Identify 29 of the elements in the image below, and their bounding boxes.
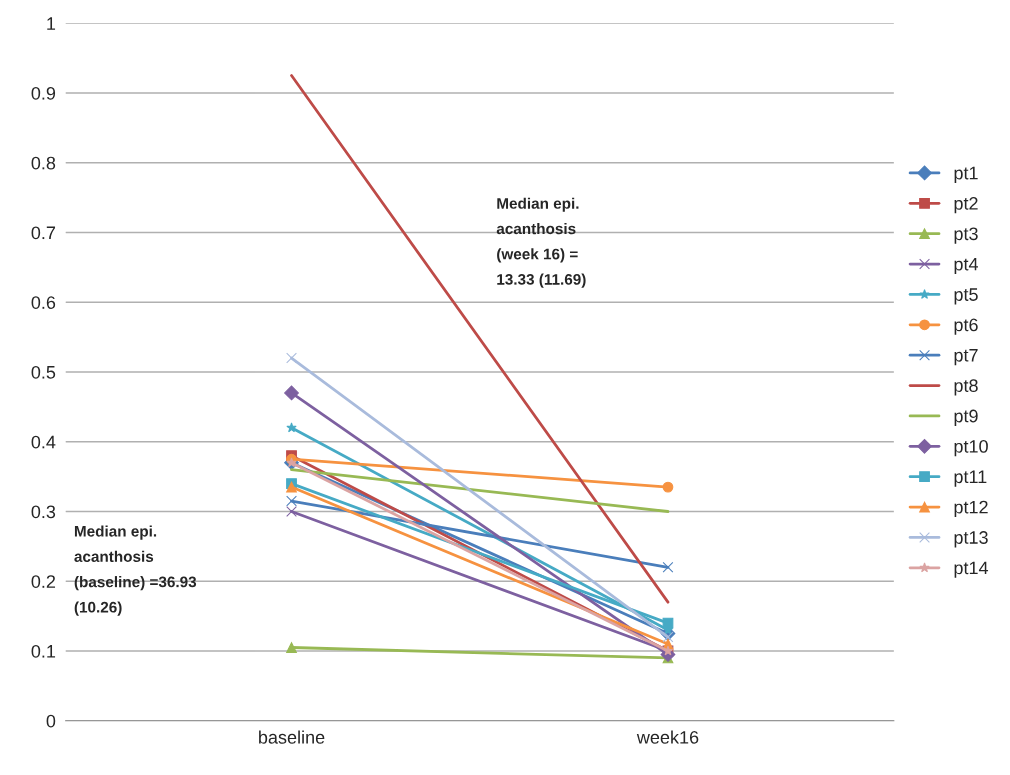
legend-label: pt3 xyxy=(954,227,978,244)
legend-label: pt1 xyxy=(954,166,978,183)
legend-label: pt9 xyxy=(954,409,978,426)
y-tick-label: 0.4 xyxy=(31,435,56,449)
legend-label: pt4 xyxy=(954,257,978,275)
y-tick-label: 0.9 xyxy=(31,86,56,100)
y-tick-label: 1 xyxy=(47,17,56,30)
legend-label: pt13 xyxy=(954,531,988,548)
y-tick-label: 0.8 xyxy=(31,156,56,170)
y-tick-label: 0 xyxy=(46,714,56,728)
legend-label: pt2 xyxy=(954,197,978,214)
y-tick-label: 0.1 xyxy=(31,644,56,658)
legend-label: pt8 xyxy=(954,379,978,396)
y-tick-label: 0.2 xyxy=(31,575,56,588)
y-tick-label: 0.5 xyxy=(31,365,56,379)
legend-label: pt10 xyxy=(954,439,988,457)
legend-label: pt14 xyxy=(954,561,989,578)
legend-label: pt12 xyxy=(954,500,988,518)
x-tick-label: baseline xyxy=(259,730,325,744)
y-tick-label: 0.7 xyxy=(31,226,56,240)
legend-label: pt5 xyxy=(954,288,978,305)
annotation: Median epi. acanthosis (baseline) =36.93 (10.26) xyxy=(74,525,197,616)
legend-label: pt6 xyxy=(954,318,978,335)
y-tick-label: 0.6 xyxy=(31,296,56,309)
annotation: Median epi. acanthosis (week 16) = 13.33 (11.69) xyxy=(496,197,586,288)
x-tick-label: week16 xyxy=(636,730,699,744)
legend-label: pt7 xyxy=(954,349,978,366)
legend-label: pt11 xyxy=(954,470,987,487)
y-tick-label: 0.3 xyxy=(31,505,56,519)
